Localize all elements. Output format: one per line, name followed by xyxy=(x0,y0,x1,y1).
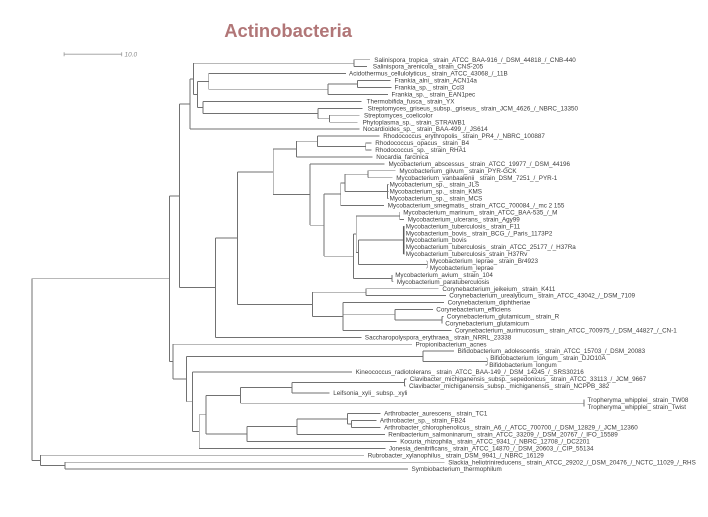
svg-text:Salinispora_tropica_ strain_AT: Salinispora_tropica_ strain_ATCC_BAA-916… xyxy=(374,57,576,64)
svg-text:Mycobacterium_ulcerans_ strain: Mycobacterium_ulcerans_ strain_Agy99 xyxy=(408,216,520,223)
svg-text:Mycobacterium_avium_ strain_10: Mycobacterium_avium_ strain_104 xyxy=(395,272,493,279)
svg-text:Mycobacterium_paratuberculosis: Mycobacterium_paratuberculosis xyxy=(397,279,489,286)
svg-text:Corynebacterium_efficiens: Corynebacterium_efficiens xyxy=(436,307,510,314)
svg-text:Streptomyces_griseus_subsp._gr: Streptomyces_griseus_subsp._griseus_ str… xyxy=(368,105,579,112)
svg-text:Corynebacterium_urealyticum_ s: Corynebacterium_urealyticum_ strain_ATCC… xyxy=(449,293,635,300)
svg-text:Mycobacterium_gilvum_ strain_P: Mycobacterium_gilvum_ strain_PYR-GCK xyxy=(399,168,517,175)
svg-text:Arthrobacter_aurescens_ strain: Arthrobacter_aurescens_ strain_TC1 xyxy=(384,411,488,418)
svg-text:Slackia_heliotrinireducens_ st: Slackia_heliotrinireducens_ strain_ATCC_… xyxy=(448,459,696,466)
svg-text:Salinispora_arenicola_ strain_: Salinispora_arenicola_ strain_CNS-205 xyxy=(373,64,484,71)
svg-text:Tropheryma_whipplei_ strain_Tw: Tropheryma_whipplei_ strain_Twist xyxy=(588,404,687,411)
svg-text:Renibacterium_salmoninarum_ st: Renibacterium_salmoninarum_ strain_ATCC_… xyxy=(388,432,618,439)
svg-text:Corynebacterium_jeikeium_ stra: Corynebacterium_jeikeium_ strain_K411 xyxy=(442,286,555,293)
svg-text:Tropheryma_whipplei_ strain_TW: Tropheryma_whipplei_ strain_TW08 xyxy=(588,397,689,404)
svg-text:Rubrobacter_xylanophilus_ stra: Rubrobacter_xylanophilus_ strain_DSM_994… xyxy=(368,452,545,459)
svg-text:Mycobacterium_sp._ strain_JLS: Mycobacterium_sp._ strain_JLS xyxy=(390,182,480,189)
svg-text:Mycobacterium_sp._ strain_MCS: Mycobacterium_sp._ strain_MCS xyxy=(390,196,483,203)
svg-text:Jonesia_denitrificans_ strain_: Jonesia_denitrificans_ strain_ATCC_14870… xyxy=(389,445,594,452)
svg-text:Phytoplasma_sp._ strain_STRAWB: Phytoplasma_sp._ strain_STRAWB1 xyxy=(363,119,466,126)
svg-text:Nocardia_farcinica: Nocardia_farcinica xyxy=(376,154,429,161)
svg-text:Frankia_sp._ strain_EAN1pec: Frankia_sp._ strain_EAN1pec xyxy=(392,92,476,99)
svg-text:Saccharopolyspora_erythraea_ s: Saccharopolyspora_erythraea_ strain_NRRL… xyxy=(365,334,512,341)
svg-text:Mycobacterium_abscessus_ strai: Mycobacterium_abscessus_ strain_ATCC_199… xyxy=(389,161,571,168)
svg-text:Kocuria_rhizophila_ strain_ATC: Kocuria_rhizophila_ strain_ATCC_9341_/_N… xyxy=(400,438,590,445)
svg-text:Mycobacterium_tuberculosis_ st: Mycobacterium_tuberculosis_ strain_ATCC_… xyxy=(406,244,576,251)
svg-text:Mycobacterium_sp._ strain_KMS: Mycobacterium_sp._ strain_KMS xyxy=(390,189,482,196)
svg-text:Bifidobacterium_longum: Bifidobacterium_longum xyxy=(489,362,557,369)
svg-text:Rhodococcus_sp._ strain_RHA1: Rhodococcus_sp._ strain_RHA1 xyxy=(375,147,467,154)
svg-text:Mycobacterium_leprae: Mycobacterium_leprae xyxy=(430,265,494,272)
svg-text:Mycobacterium_bovis_ strain_BC: Mycobacterium_bovis_ strain_BCG_/_Paris_… xyxy=(406,230,553,237)
svg-text:Leifsonia_xyli_ subsp._xyli: Leifsonia_xyli_ subsp._xyli xyxy=(333,390,407,397)
svg-text:10.0: 10.0 xyxy=(125,52,138,59)
svg-text:Rhodococcus_opacus_ strain_B4: Rhodococcus_opacus_ strain_B4 xyxy=(375,140,469,147)
svg-text:Mycobacterium_tuberculosis_ st: Mycobacterium_tuberculosis_ strain_F11 xyxy=(406,223,521,230)
svg-text:Arthrobacter_chlorophenolicus_: Arthrobacter_chlorophenolicus_ strain_A6… xyxy=(384,425,638,432)
svg-text:Corynebacterium_glutamicum_ st: Corynebacterium_glutamicum_ strain_R xyxy=(447,314,560,321)
svg-text:Nocardioides_sp._ strain_BAA-4: Nocardioides_sp._ strain_BAA-499_/_JS614 xyxy=(363,126,488,133)
svg-text:Corynebacterium_diphtheriae: Corynebacterium_diphtheriae xyxy=(448,300,531,307)
svg-text:Clavibacter_michiganensis_subs: Clavibacter_michiganensis_subsp._sepedon… xyxy=(410,376,647,383)
svg-text:Rhodococcus_erythropolis_ stra: Rhodococcus_erythropolis_ strain_PR4_/_N… xyxy=(383,133,545,140)
svg-text:Kineococcus_radiotolerans_ str: Kineococcus_radiotolerans_ strain_ATCC_B… xyxy=(356,369,585,376)
svg-text:Corynebacterium_glutamicum: Corynebacterium_glutamicum xyxy=(445,321,529,328)
svg-text:Arthrobacter_sp._ strain_FB24: Arthrobacter_sp._ strain_FB24 xyxy=(380,418,466,425)
svg-text:Symbiobacterium_thermophilum: Symbiobacterium_thermophilum xyxy=(412,466,502,473)
svg-text:Streptomyces_coelicolor: Streptomyces_coelicolor xyxy=(364,112,433,119)
svg-text:Mycobacterium_marinum_ strain_: Mycobacterium_marinum_ strain_ATCC_BAA-5… xyxy=(403,210,557,217)
svg-text:Clavibacter_michiganensis_subs: Clavibacter_michiganensis_subsp._michiga… xyxy=(409,383,610,390)
svg-text:Bifidobacterium_longum_ strain: Bifidobacterium_longum_ strain_DJO10A xyxy=(490,355,606,362)
svg-text:Corynebacterium_aurimucosum_ s: Corynebacterium_aurimucosum_ strain_ATCC… xyxy=(455,327,677,334)
svg-text:Mycobacterium_leprae_ strain_B: Mycobacterium_leprae_ strain_Br4923 xyxy=(430,258,539,265)
svg-text:Mycobacterium_vanbaalenii_ str: Mycobacterium_vanbaalenii_ strain_DSM_72… xyxy=(396,175,558,182)
svg-text:Acidothermus_cellulolyticus_ s: Acidothermus_cellulolyticus_ strain_ATCC… xyxy=(349,71,508,78)
svg-text:Mycobacterium_smegmatis_ strai: Mycobacterium_smegmatis_ strain_ATCC_700… xyxy=(388,203,565,210)
svg-text:Thermobifida_fusca_ strain_YX: Thermobifida_fusca_ strain_YX xyxy=(367,98,456,105)
svg-text:Frankia_alni_ strain_ACN14a: Frankia_alni_ strain_ACN14a xyxy=(395,78,478,85)
svg-text:Mycobacterium_tuberculosis_str: Mycobacterium_tuberculosis_strain_H37Rv xyxy=(406,251,528,258)
svg-text:Actinobacteria: Actinobacteria xyxy=(224,20,353,41)
svg-text:Mycobacterium_bovis: Mycobacterium_bovis xyxy=(406,237,467,244)
svg-text:Frankia_sp._ strain_Ccl3: Frankia_sp._ strain_Ccl3 xyxy=(395,85,465,92)
svg-text:Bifidobacterium_adolescentis_: Bifidobacterium_adolescentis_ strain_ATC… xyxy=(458,348,646,355)
svg-text:Propionibacterium_acnes: Propionibacterium_acnes xyxy=(416,341,487,348)
